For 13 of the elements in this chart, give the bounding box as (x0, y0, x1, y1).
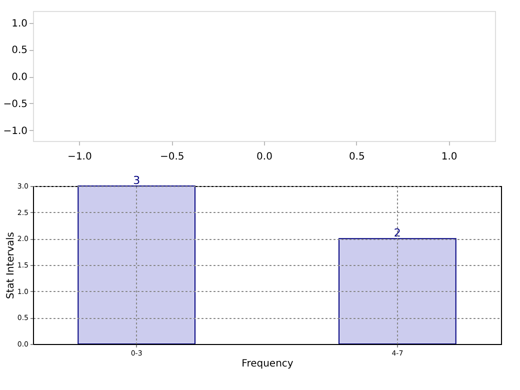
y-tick-label: −1.0 (3, 126, 28, 137)
x-tick-label: 1.0 (441, 152, 458, 162)
data-label: 3 (133, 174, 140, 187)
x-tick-label: −0.5 (160, 152, 184, 162)
y-tick-label: 1.0 (12, 18, 28, 30)
x-tick-label: 0.5 (348, 152, 365, 162)
y-tick-label: −0.5 (3, 98, 28, 110)
x-tick-label: −1.0 (68, 152, 92, 162)
y-axis-title: Stat Intervals (5, 232, 16, 300)
x-tick-label: 0.0 (256, 152, 272, 162)
y-tick-label: 0.5 (12, 45, 28, 56)
y-tick-label: 0.0 (12, 72, 28, 84)
x-axis-title: Frequency (242, 358, 294, 370)
